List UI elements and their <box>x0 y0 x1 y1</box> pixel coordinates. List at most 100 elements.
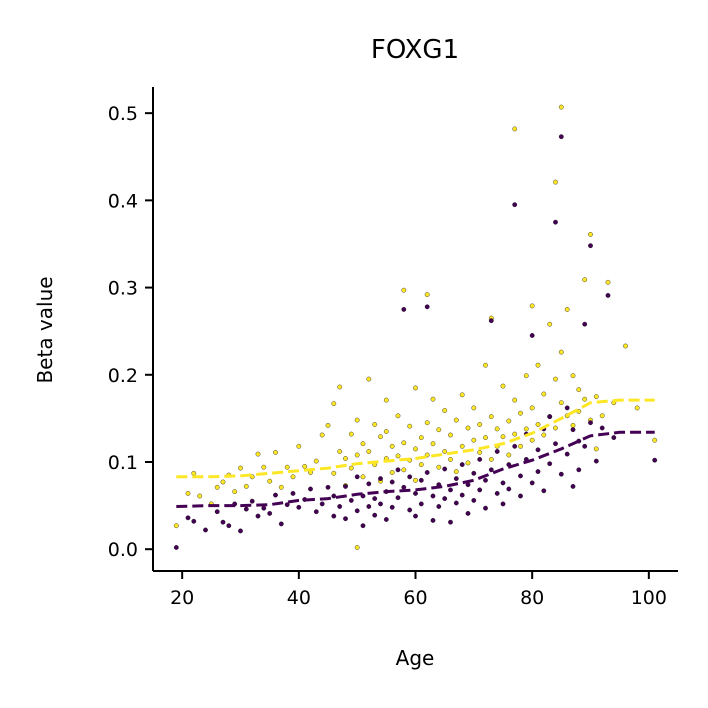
data-point <box>535 447 541 453</box>
data-point <box>348 498 354 503</box>
data-point <box>582 277 588 283</box>
data-point <box>471 437 477 443</box>
data-point <box>337 504 343 509</box>
data-point <box>477 487 483 493</box>
data-point <box>611 435 617 440</box>
data-point <box>418 477 424 483</box>
data-point <box>512 126 518 132</box>
data-point <box>278 521 284 527</box>
data-point <box>290 474 296 480</box>
data-point <box>459 462 465 467</box>
data-point <box>593 394 599 399</box>
data-point <box>483 435 488 440</box>
data-point <box>232 489 238 494</box>
data-point <box>570 373 576 379</box>
data-point <box>541 432 547 438</box>
data-point <box>436 504 442 509</box>
data-point <box>494 491 500 496</box>
data-point <box>407 507 413 513</box>
data-point <box>360 523 366 529</box>
data-point <box>191 470 197 476</box>
data-point <box>343 516 348 522</box>
data-point <box>593 446 599 452</box>
data-point <box>483 362 488 368</box>
data-point <box>465 511 471 516</box>
data-point <box>383 397 389 403</box>
y-tick-label: 0.1 <box>108 452 138 474</box>
data-point <box>430 441 436 447</box>
data-point <box>395 495 401 501</box>
data-point <box>354 508 360 514</box>
data-point <box>541 391 547 397</box>
data-point <box>395 413 401 419</box>
data-point <box>401 467 407 473</box>
data-point <box>354 474 360 480</box>
data-point <box>558 349 564 355</box>
data-point <box>518 410 523 416</box>
data-point <box>436 464 442 470</box>
data-point <box>453 476 459 481</box>
data-point <box>378 476 383 481</box>
data-point <box>203 527 208 533</box>
data-point <box>255 513 261 519</box>
data-point <box>413 513 418 519</box>
data-point <box>488 457 494 462</box>
data-point <box>185 491 191 496</box>
data-point <box>506 486 512 492</box>
data-point <box>599 413 605 419</box>
y-tick-label: 0.4 <box>108 190 138 212</box>
data-point <box>500 434 506 440</box>
data-point <box>553 219 558 225</box>
data-point <box>582 443 588 449</box>
data-point <box>296 504 302 510</box>
data-point <box>313 509 319 515</box>
data-point <box>220 479 226 485</box>
data-point <box>418 462 424 467</box>
data-point <box>558 134 564 140</box>
data-point <box>389 443 395 449</box>
data-point <box>529 333 535 338</box>
data-point <box>389 504 395 510</box>
data-point <box>313 458 319 464</box>
data-point <box>331 513 337 519</box>
data-point <box>570 427 576 433</box>
data-point <box>453 469 459 474</box>
data-point <box>547 414 553 419</box>
data-point <box>576 467 582 473</box>
data-point <box>197 493 203 499</box>
data-point <box>506 452 512 458</box>
data-point <box>401 287 407 293</box>
data-point <box>378 434 383 440</box>
data-point <box>325 423 331 428</box>
data-point <box>372 496 378 501</box>
data-point <box>407 474 413 480</box>
data-point <box>512 431 518 437</box>
chart-title: FOXG1 <box>371 35 459 65</box>
data-point <box>634 405 640 411</box>
data-point <box>477 457 483 462</box>
data-point <box>442 408 448 413</box>
data-point <box>220 519 226 525</box>
data-point <box>477 450 483 455</box>
data-point <box>506 418 512 424</box>
data-point <box>529 480 535 486</box>
y-ticks: 0.0 0.1 0.2 0.3 0.4 0.5 <box>108 103 153 561</box>
data-point <box>337 384 343 390</box>
data-point <box>483 477 488 483</box>
data-point <box>465 425 471 431</box>
data-point <box>424 304 430 310</box>
data-point <box>477 422 483 427</box>
data-point <box>325 484 331 490</box>
data-point <box>547 461 553 467</box>
data-point <box>284 464 290 470</box>
data-point <box>284 502 290 508</box>
data-point <box>430 493 436 499</box>
data-point <box>348 431 354 437</box>
data-point <box>512 443 518 449</box>
data-point <box>395 467 401 473</box>
series-1-trend-line <box>176 430 655 508</box>
y-tick-label: 0.2 <box>108 365 138 387</box>
data-point <box>372 422 378 427</box>
data-point <box>378 501 383 507</box>
